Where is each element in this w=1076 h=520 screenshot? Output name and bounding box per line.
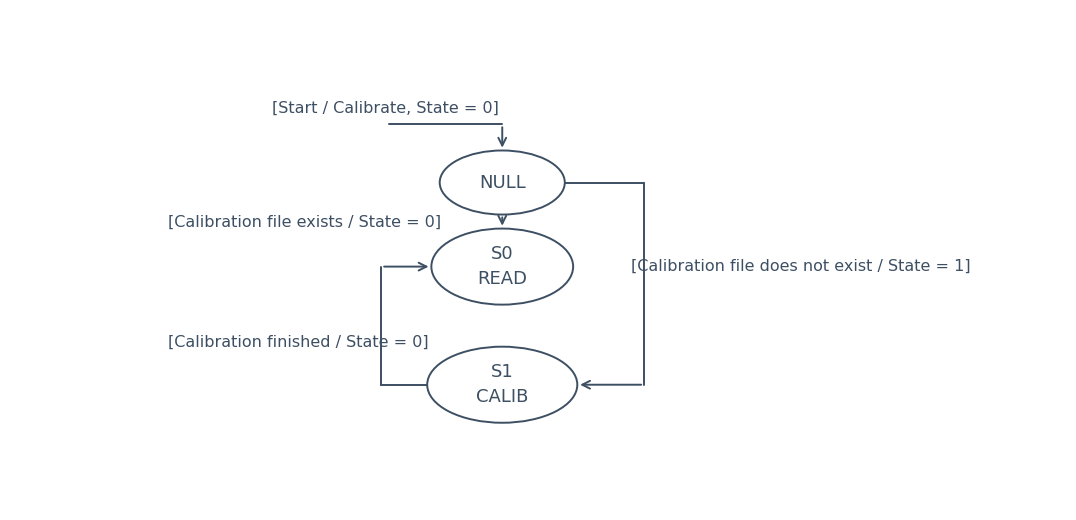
Text: [Calibration file exists / State = 0]: [Calibration file exists / State = 0]	[168, 215, 441, 230]
Ellipse shape	[427, 347, 578, 423]
Text: [Calibration finished / State = 0]: [Calibration finished / State = 0]	[168, 335, 428, 350]
Text: S1
CALIB: S1 CALIB	[476, 363, 528, 406]
Ellipse shape	[431, 229, 574, 305]
Text: NULL: NULL	[479, 174, 525, 191]
Ellipse shape	[440, 150, 565, 215]
Text: [Start / Calibrate, State = 0]: [Start / Calibrate, State = 0]	[272, 101, 499, 116]
Text: S0
READ: S0 READ	[478, 245, 527, 288]
Text: [Calibration file does not exist / State = 1]: [Calibration file does not exist / State…	[631, 259, 971, 274]
